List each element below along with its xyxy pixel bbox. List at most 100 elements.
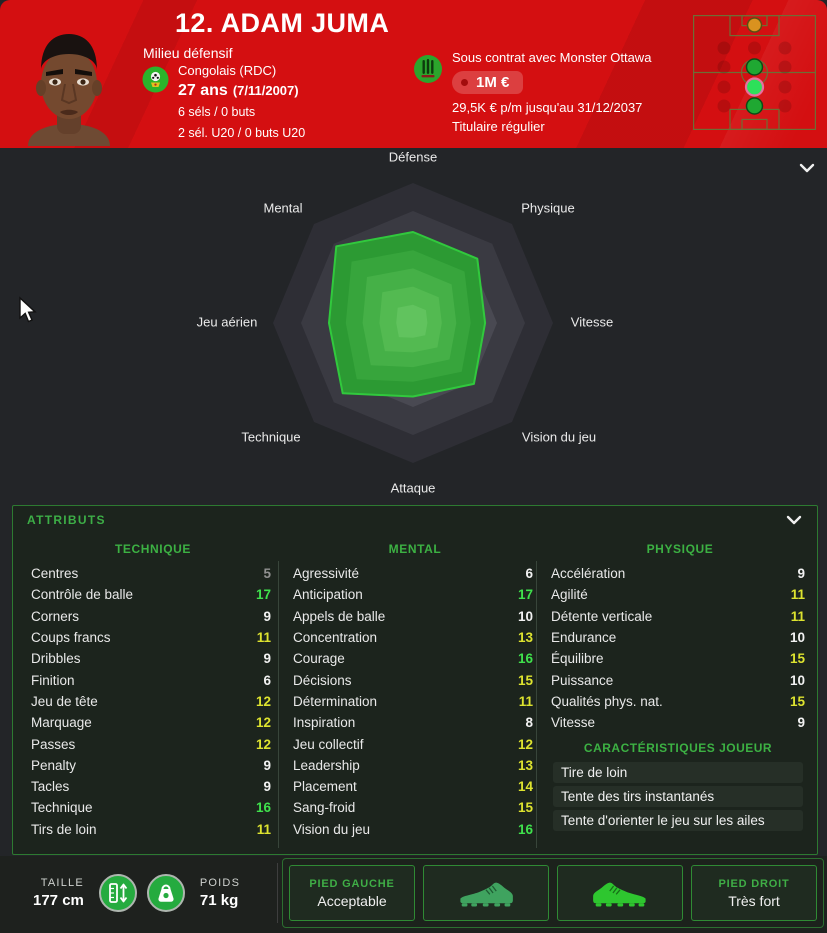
attribute-name: Décisions — [293, 672, 352, 688]
attribute-value: 10 — [789, 630, 805, 646]
height-weight-group: TAILLE 177 cm — [33, 874, 240, 912]
attribute-row: Passes 12 — [27, 733, 279, 754]
attribute-name: Centres — [31, 566, 79, 582]
attribute-row: Vision du jeu 16 — [289, 819, 541, 840]
position-dot-orange — [746, 17, 763, 33]
kettlebell-weight-icon — [146, 874, 185, 912]
attribute-row: Jeu de tête 12 — [27, 691, 279, 712]
attribute-row: Inspiration 8 — [289, 712, 541, 733]
nation-crest-icon — [142, 66, 169, 93]
attribute-row: Marquage 12 — [27, 712, 279, 733]
mental-column-header: MENTAL — [388, 542, 442, 556]
left-boot-cell — [423, 865, 549, 921]
footedness-group: PIED GAUCHE Acceptable — [282, 858, 824, 928]
technique-rows: Centres 5 Contrôle de balle 17 Corners 9 Coups… — [27, 563, 279, 840]
attribute-value: 15 — [789, 651, 805, 667]
radar-axis-mental: Mental — [263, 200, 303, 216]
tag-hole — [461, 79, 468, 86]
physique-column-header: PHYSIQUE — [646, 542, 714, 556]
attribute-name: Corners — [31, 608, 80, 624]
attribute-name: Jeu collectif — [293, 736, 364, 752]
squad-status: Titulaire régulier — [452, 119, 545, 134]
attribute-name: Endurance — [551, 630, 617, 646]
attribute-name: Placement — [293, 779, 357, 795]
attribute-value: 15 — [789, 693, 805, 709]
attribute-row: Appels de balle 10 — [289, 606, 541, 627]
attribute-value: 15 — [517, 672, 533, 688]
player-name: 12. ADAM JUMA — [175, 8, 390, 38]
height-label: TAILLE — [40, 877, 84, 889]
left-boot-icon — [460, 882, 513, 907]
attributes-panel-title: ATTRIBUTS — [27, 513, 106, 527]
attribute-value: 9 — [263, 651, 271, 667]
attribute-value: 9 — [263, 779, 271, 795]
player-photo — [28, 34, 110, 146]
attribute-name: Puissance — [551, 672, 614, 688]
left-foot-label: PIED GAUCHE — [309, 877, 395, 890]
attribute-value: 17 — [517, 587, 533, 603]
collapse-attributes-chevron-down-icon[interactable] — [785, 514, 803, 526]
attribute-name: Penalty — [31, 757, 77, 773]
height-value: 177 cm — [33, 892, 84, 909]
attribute-value: 17 — [255, 587, 271, 603]
right-foot-value: Très fort — [728, 892, 780, 909]
right-boot-cell — [557, 865, 683, 921]
attribute-value: 12 — [517, 736, 533, 752]
attribute-value: 12 — [255, 736, 271, 752]
player-age: 27 ans (7/11/2007) — [178, 82, 299, 99]
radar-axis-technique: Technique — [241, 429, 301, 445]
attribute-value: 11 — [256, 630, 271, 646]
attributes-panel-header: ATTRIBUTS — [13, 506, 817, 534]
player-trait: Tire de loin — [553, 762, 803, 784]
attribute-value: 12 — [255, 715, 271, 731]
player-position: Milieu défensif — [143, 45, 233, 61]
contract-club-line: Sous contrat avec Monster Ottawa — [452, 50, 652, 65]
attribute-row: Dribbles 9 — [27, 648, 279, 669]
collapse-radar-chevron-down-icon[interactable] — [798, 162, 816, 174]
attributes-panel: ATTRIBUTS TECHNIQUE Centres 5 Contrôle de … — [12, 505, 818, 855]
international-caps-u20: 2 sél. U20 / 0 buts U20 — [178, 126, 306, 140]
attribute-name: Inspiration — [293, 715, 356, 731]
attribute-value: 16 — [517, 651, 533, 667]
attribute-row: Technique 16 — [27, 797, 279, 818]
attribute-value: 9 — [263, 608, 271, 624]
radar-axis-attaque: Attaque — [390, 480, 436, 496]
player-trait: Tente des tirs instantanés — [553, 786, 803, 808]
attribute-name: Équilibre — [551, 651, 604, 667]
attribute-value: 11 — [518, 693, 533, 709]
player-traits-list: Tire de loin Tente des tirs instantanés Te… — [553, 762, 803, 832]
attribute-name: Appels de balle — [293, 608, 386, 624]
attribute-row: Décisions 15 — [289, 669, 541, 690]
physique-column: PHYSIQUE Accélération 9 Agilité 11 Détente v… — [547, 538, 813, 834]
attribute-value: 5 — [263, 566, 271, 582]
attribute-row: Puissance 10 — [547, 669, 813, 690]
player-trait: Tente d'orienter le jeu sur les ailes — [553, 810, 803, 832]
attribute-value: 6 — [525, 566, 533, 582]
attribute-name: Marquage — [31, 715, 92, 731]
player-traits-section: CARACTÉRISTIQUES JOUEUR Tire de loin Tent… — [547, 738, 813, 832]
attribute-name: Agressivité — [293, 566, 360, 582]
attribute-name: Courage — [293, 651, 345, 667]
left-foot-rating: PIED GAUCHE Acceptable — [289, 865, 415, 921]
international-caps: 6 séls / 0 buts — [178, 105, 256, 119]
wage-line: 29,5K € p/m jusqu'au 31/12/2037 — [452, 100, 643, 115]
attribute-row: Sang-froid 15 — [289, 797, 541, 818]
attribute-name: Vitesse — [551, 715, 596, 731]
radar-axis-vitesse: Vitesse — [570, 314, 614, 330]
left-foot-value: Acceptable — [317, 892, 387, 909]
attribute-value: 8 — [525, 715, 533, 731]
attribute-value: 11 — [790, 587, 805, 603]
column-divider — [278, 561, 279, 848]
attribute-row: Équilibre 15 — [547, 648, 813, 669]
attribute-name: Vision du jeu — [293, 821, 371, 837]
mental-column: MENTAL Agressivité 6 Anticipation 17 Appels … — [289, 538, 541, 840]
attribute-row: Détente verticale 11 — [547, 606, 813, 627]
radar-axis-physique: Physique — [521, 200, 575, 216]
attribute-name: Tirs de loin — [31, 821, 97, 837]
technique-column: TECHNIQUE Centres 5 Contrôle de balle 17 Cor… — [27, 538, 279, 840]
radar-axis-vision: Vision du jeu — [521, 429, 597, 445]
player-header: 12. ADAM JUMA Milieu défensif Congolais … — [0, 0, 827, 148]
attribute-value: 9 — [263, 757, 271, 773]
attribute-name: Contrôle de balle — [31, 587, 134, 603]
